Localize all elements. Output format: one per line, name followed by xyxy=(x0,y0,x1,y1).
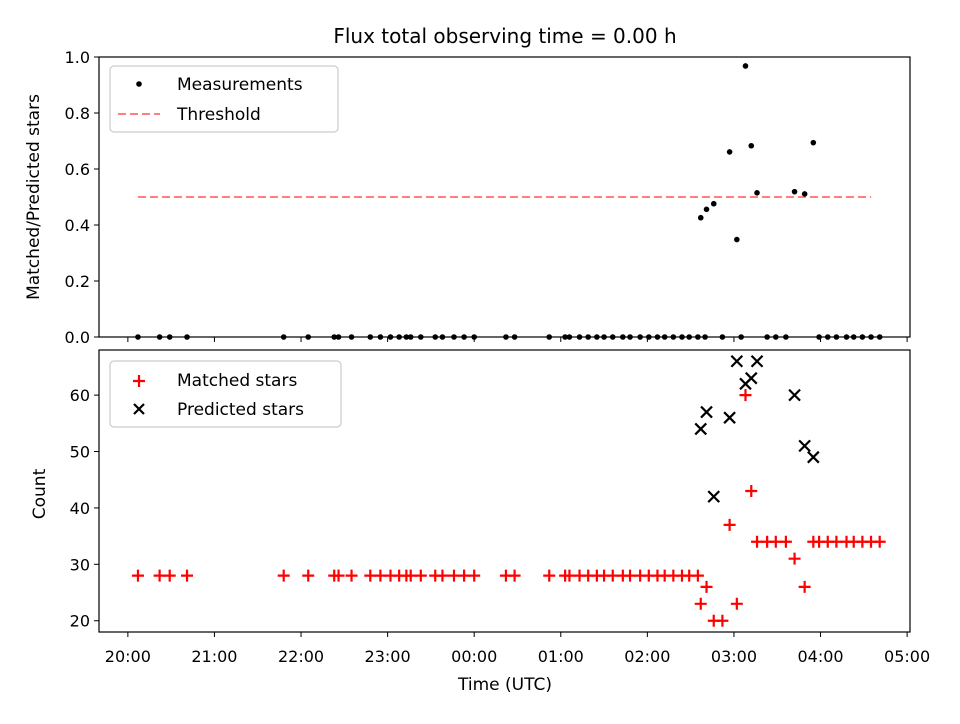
measurement-point xyxy=(697,214,704,221)
predicted-stars-point xyxy=(723,411,736,424)
x-axis-label: Time (UTC) xyxy=(457,675,552,695)
matched-stars-point xyxy=(447,569,460,582)
measurement-point xyxy=(791,188,798,195)
matched-stars-point xyxy=(302,569,315,582)
top-y-tick-label: 0.2 xyxy=(65,272,90,291)
matched-stars-point xyxy=(332,569,345,582)
matched-stars-point xyxy=(779,535,792,548)
top-legend: Measurements Threshold xyxy=(109,65,339,133)
predicted-stars-point xyxy=(707,490,721,503)
legend-predicted-marker xyxy=(133,403,145,415)
top-panel: 0.0 0.2 0.4 0.6 0.8 1.0 Matched/Predicted sta… xyxy=(24,48,911,347)
bottom-y-tick-label: 40 xyxy=(70,499,90,518)
matched-stars-point xyxy=(153,569,166,582)
top-y-tick-label: 0.0 xyxy=(65,328,90,347)
top-y-tick-label: 0.8 xyxy=(65,104,90,123)
matched-stars-point xyxy=(414,569,427,582)
bottom-y-axis-label: Count xyxy=(30,468,50,519)
matched-stars-point xyxy=(716,614,729,627)
predicted-stars-point xyxy=(694,422,708,436)
bottom-legend-box xyxy=(109,360,342,428)
matched-stars-point xyxy=(694,597,707,610)
matched-stars-point xyxy=(739,389,752,402)
x-tick-label: 22:00 xyxy=(278,647,324,666)
top-y-tick-label: 0.6 xyxy=(65,160,90,179)
predicted-stars-point xyxy=(700,405,713,419)
predicted-stars-point xyxy=(750,355,764,368)
measurement-point xyxy=(754,190,760,196)
bottom-axes-frame xyxy=(98,349,911,633)
predicted-stars-point xyxy=(730,355,744,368)
x-tick-label: 23:00 xyxy=(365,647,411,666)
matched-stars-point xyxy=(788,552,801,565)
bottom-legend: Matched stars Predicted stars xyxy=(109,360,342,428)
legend-measurements-label: Measurements xyxy=(177,75,303,95)
matched-stars-point xyxy=(830,535,843,548)
predicted-stars-point xyxy=(807,450,820,464)
legend-matched-label: Matched stars xyxy=(177,371,297,391)
matched-stars-point xyxy=(700,580,713,593)
measurement-point xyxy=(810,139,817,146)
matched-stars-point xyxy=(345,569,358,582)
matched-stars-point xyxy=(691,569,704,582)
matched-stars-point xyxy=(606,569,619,582)
matched-stars-point xyxy=(730,597,743,610)
x-tick-label: 02:00 xyxy=(624,647,670,666)
x-tick-label: 05:00 xyxy=(884,647,930,666)
top-y-tick-label: 1.0 xyxy=(65,48,90,67)
bottom-y-tick-label: 20 xyxy=(70,612,90,631)
measurement-point xyxy=(801,191,808,197)
x-tick-label: 03:00 xyxy=(711,647,757,666)
matched-stars-point xyxy=(798,580,811,593)
predicted-stars-point xyxy=(798,439,811,453)
measurement-point xyxy=(710,200,717,207)
x-tick-label: 21:00 xyxy=(191,647,237,666)
measurement-point xyxy=(748,142,755,149)
matched-stars-point xyxy=(436,569,449,582)
measurement-point xyxy=(742,63,749,69)
measurement-point xyxy=(703,206,710,213)
predicted-stars-point xyxy=(744,371,758,385)
top-y-tick-label: 0.4 xyxy=(65,216,90,235)
matched-stars-point xyxy=(723,518,736,531)
matched-stars-point xyxy=(563,569,576,582)
bottom-y-tick-label: 50 xyxy=(70,443,90,462)
matched-stars-point xyxy=(458,569,471,582)
predicted-stars-point xyxy=(788,388,801,402)
matched-stars-point xyxy=(624,569,637,582)
matched-stars-point xyxy=(543,569,556,582)
x-tick-label: 20:00 xyxy=(105,647,151,666)
legend-measurements-marker xyxy=(136,81,142,87)
matched-stars-point xyxy=(131,569,144,582)
matched-stars-point xyxy=(364,569,377,582)
matched-stars-point xyxy=(769,535,782,548)
top-axes-frame xyxy=(98,56,911,338)
matched-stars-point xyxy=(277,569,290,582)
chart-title: Flux total observing time = 0.00 h xyxy=(333,24,676,48)
bottom-y-tick-label: 60 xyxy=(70,386,90,405)
top-legend-box xyxy=(109,65,339,133)
matched-stars-point xyxy=(508,569,521,582)
matched-stars-point xyxy=(873,535,886,548)
bottom-y-tick-label: 30 xyxy=(70,555,90,574)
matched-stars-point xyxy=(751,535,764,548)
measurement-point xyxy=(734,236,740,243)
matched-stars-point xyxy=(404,569,417,582)
legend-threshold-label: Threshold xyxy=(176,105,261,125)
matched-stars-point xyxy=(163,569,176,582)
legend-predicted-label: Predicted stars xyxy=(177,400,304,420)
measurement-point xyxy=(726,149,733,155)
matched-stars-point xyxy=(181,569,194,582)
matched-stars-point xyxy=(468,569,481,582)
matched-stars-point xyxy=(374,569,387,582)
x-tick-label: 04:00 xyxy=(797,647,843,666)
x-tick-label: 00:00 xyxy=(451,647,497,666)
top-y-axis-label: Matched/Predicted stars xyxy=(24,94,44,300)
bottom-panel: 20 30 40 50 60 20:00 21:00 22:00 23:00 00:00 01:0… xyxy=(30,349,930,695)
matched-stars-point xyxy=(745,485,758,497)
x-tick-label: 01:00 xyxy=(538,647,584,666)
legend-matched-marker xyxy=(133,375,145,387)
